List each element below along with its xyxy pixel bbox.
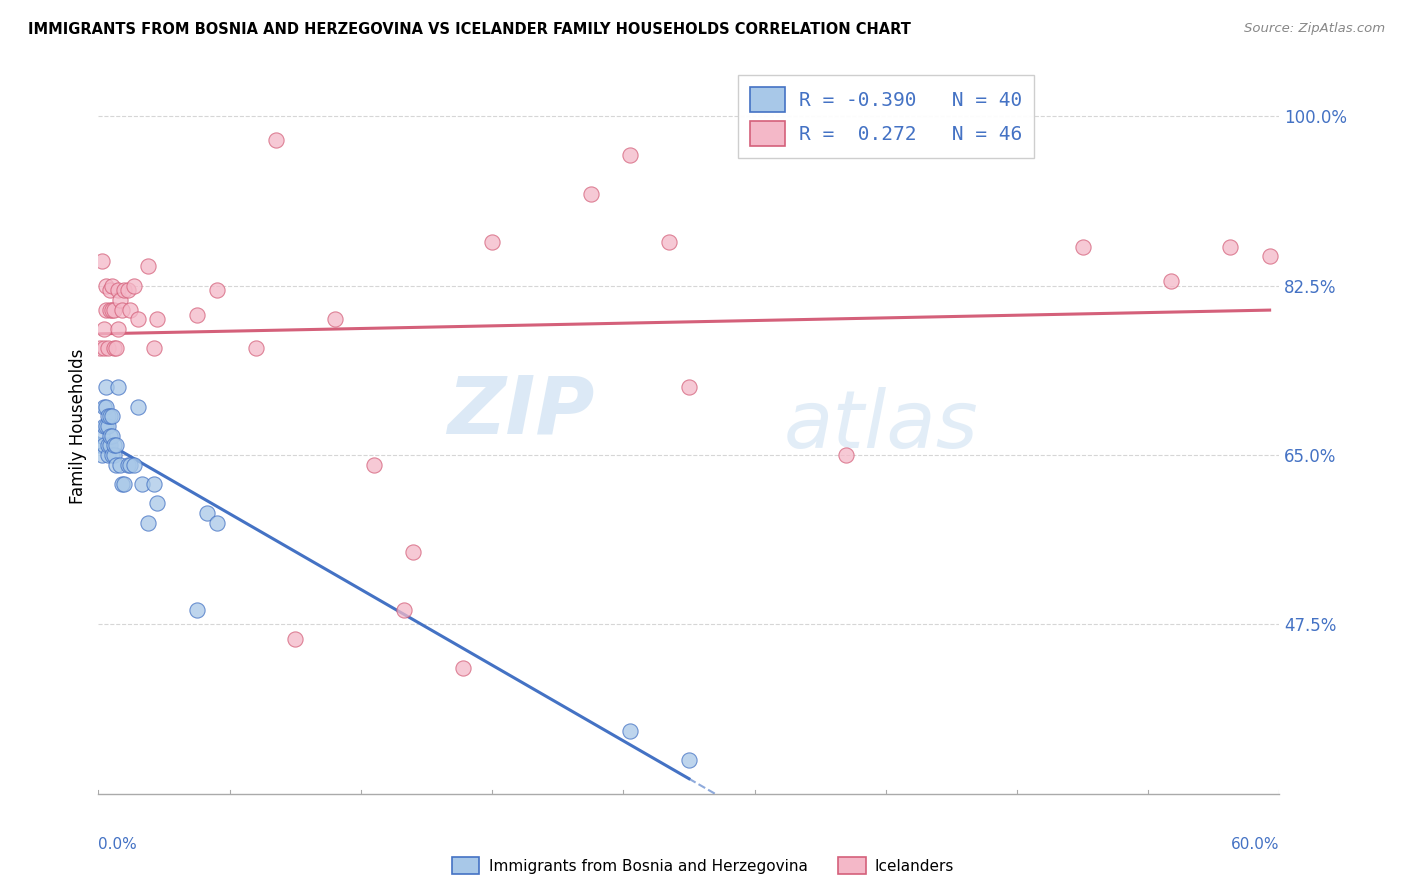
Point [186,603,208,617]
Point [98,428,121,442]
Y-axis label: Family Households: Family Households [69,348,87,504]
Point [245,342,267,356]
Point [136,516,159,530]
Point [127,312,149,326]
Point [107,284,129,298]
Point [93,400,115,414]
Point [97,409,120,424]
Text: 60.0%: 60.0% [1232,838,1279,853]
Point [103,342,125,356]
Point [117,458,139,472]
Point [96,400,118,414]
Point [105,342,128,356]
Point [402,545,425,559]
Point [96,380,118,394]
Point [107,322,129,336]
Point [97,448,120,462]
Point [118,302,141,317]
Point [118,458,141,472]
Text: IMMIGRANTS FROM BOSNIA AND HERZEGOVINA VS ICELANDER FAMILY HOUSEHOLDS CORRELATIO: IMMIGRANTS FROM BOSNIA AND HERZEGOVINA V… [28,22,911,37]
Point [93,418,115,433]
Point [392,603,415,617]
Point [111,302,134,317]
Point [142,477,165,491]
Point [101,409,124,424]
Point [579,186,602,201]
Point [101,428,124,442]
Point [1071,240,1094,254]
Point [112,284,135,298]
Point [146,496,169,510]
Point [146,312,169,326]
Point [323,312,346,326]
Legend: R = -0.390   N = 40, R =  0.272   N = 46: R = -0.390 N = 40, R = 0.272 N = 46 [738,75,1033,158]
Point [98,284,121,298]
Point [108,458,131,472]
Point [122,458,145,472]
Text: atlas: atlas [783,387,979,465]
Point [678,380,700,394]
Point [91,428,114,442]
Point [91,448,114,462]
Point [97,438,120,452]
Point [264,133,287,147]
Point [96,418,118,433]
Point [363,458,385,472]
Legend: Immigrants from Bosnia and Herzegovina, Icelanders: Immigrants from Bosnia and Herzegovina, … [446,851,960,880]
Point [112,477,135,491]
Point [103,302,125,317]
Point [1258,250,1281,264]
Point [481,235,503,249]
Point [658,235,681,249]
Text: ZIP: ZIP [447,372,595,450]
Point [89,342,111,356]
Point [103,438,125,452]
Point [101,302,124,317]
Point [186,308,208,322]
Point [93,438,115,452]
Point [98,409,121,424]
Point [195,506,218,520]
Point [103,448,125,462]
Point [131,477,153,491]
Point [111,477,134,491]
Point [101,448,124,462]
Point [136,259,159,273]
Point [107,380,129,394]
Point [98,438,121,452]
Point [96,278,118,293]
Point [835,448,858,462]
Point [93,322,115,336]
Point [122,278,145,293]
Point [451,661,474,675]
Point [93,342,115,356]
Point [205,284,228,298]
Point [127,400,149,414]
Point [619,148,641,162]
Point [97,342,120,356]
Point [105,438,128,452]
Point [89,438,111,452]
Point [97,418,120,433]
Point [205,516,228,530]
Text: Source: ZipAtlas.com: Source: ZipAtlas.com [1244,22,1385,36]
Text: 0.0%: 0.0% [98,838,138,853]
Point [101,278,124,293]
Point [1219,240,1241,254]
Point [117,284,139,298]
Point [1160,274,1182,288]
Point [284,632,307,646]
Point [96,302,118,317]
Point [142,342,165,356]
Point [108,293,131,307]
Point [105,458,128,472]
Point [98,302,121,317]
Point [619,723,641,738]
Point [91,254,114,268]
Point [678,753,700,767]
